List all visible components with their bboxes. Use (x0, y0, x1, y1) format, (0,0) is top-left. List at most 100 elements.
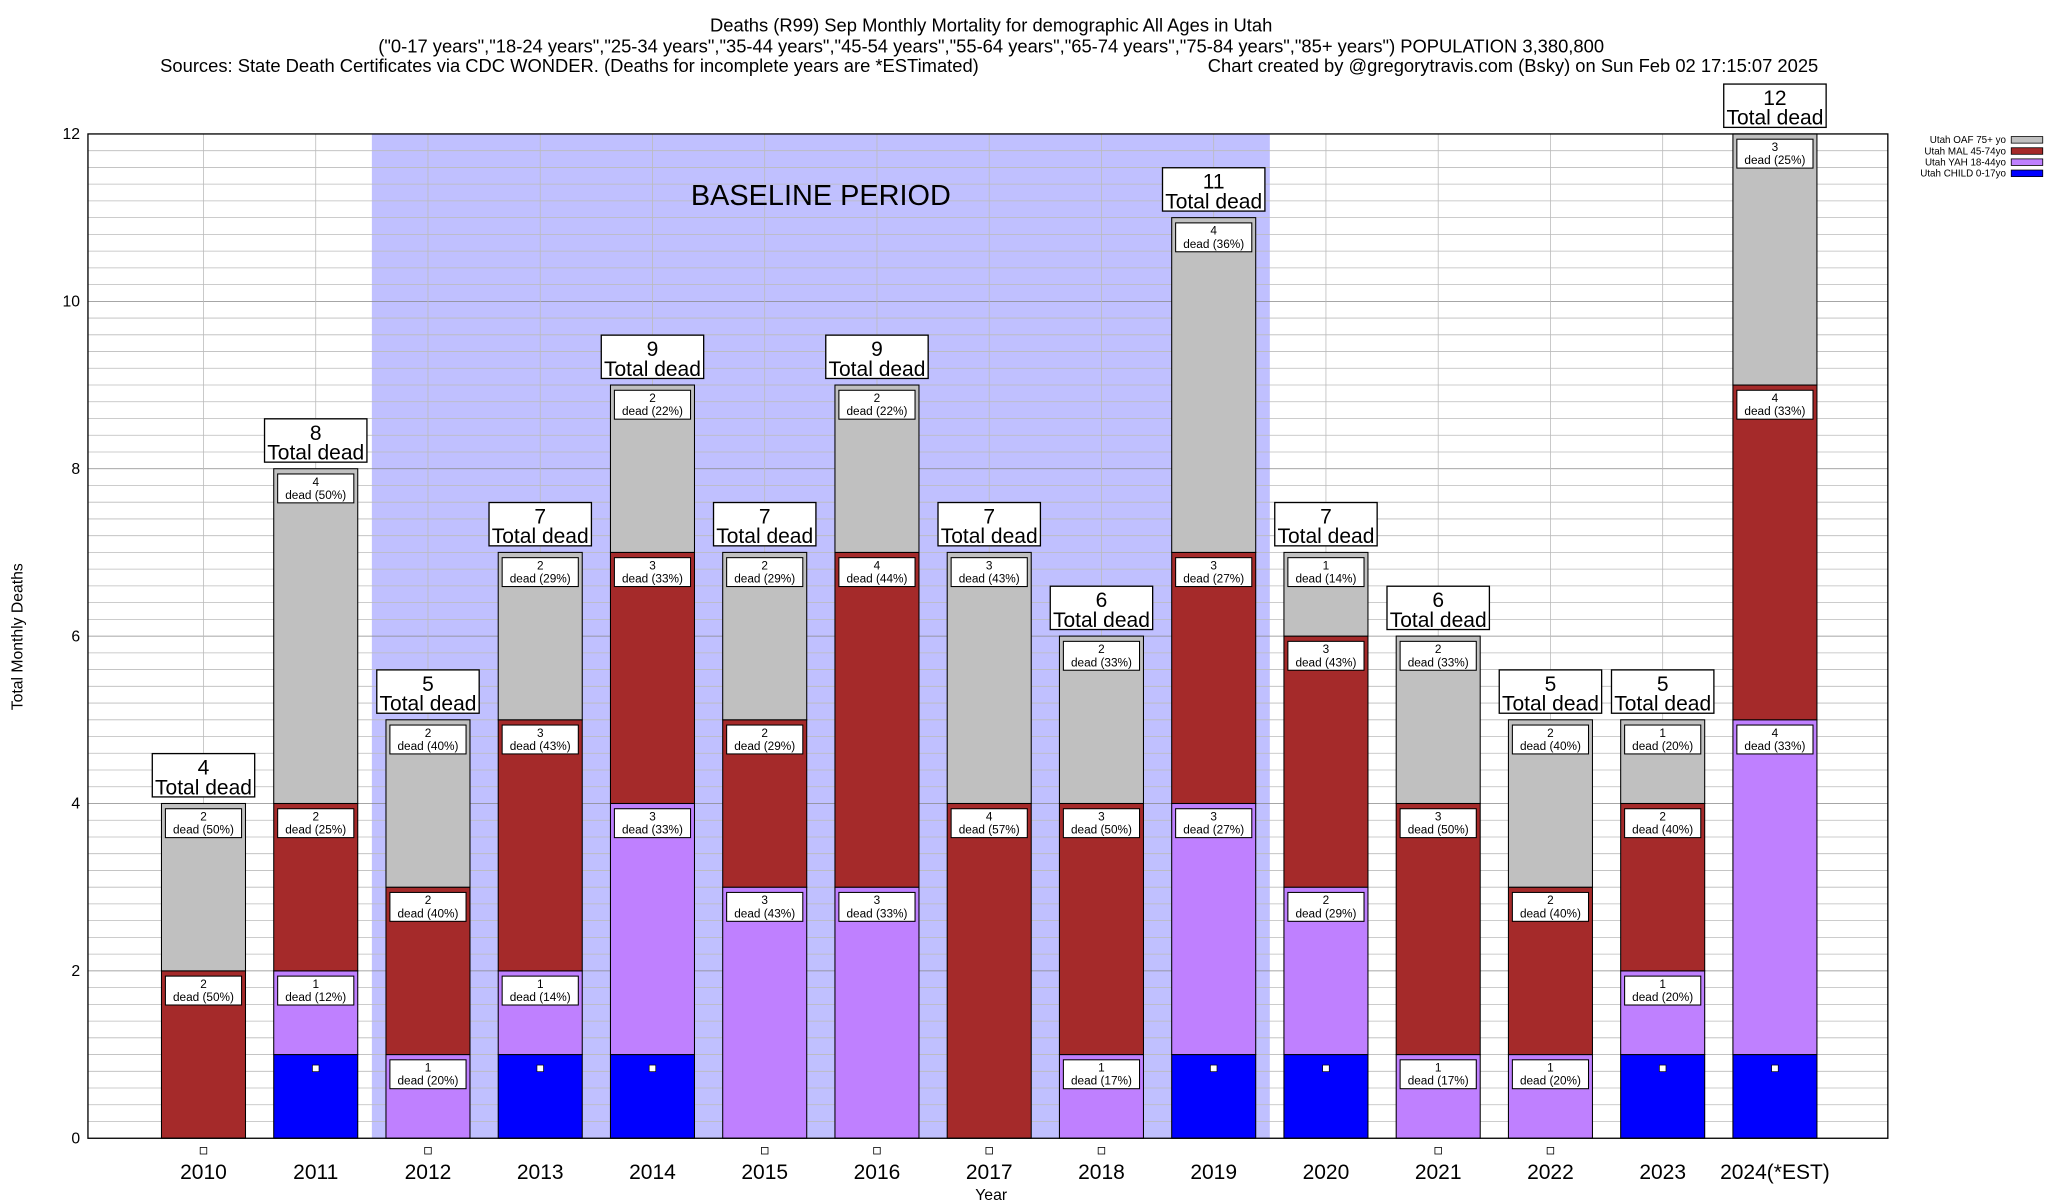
bar-segment (946, 551, 1032, 805)
total-label-box (1498, 669, 1603, 714)
segment-count: 1 (1323, 558, 1330, 572)
total-label: Total dead (492, 525, 589, 548)
segment-label-box (613, 389, 692, 420)
segment-count: 3 (1323, 642, 1330, 656)
segment-label-box (1624, 808, 1702, 839)
segment-label-box (613, 557, 692, 588)
total-label: Total dead (380, 693, 477, 716)
segment-label-box (1062, 640, 1141, 671)
y-tick-label: 8 (71, 461, 80, 478)
bar-segment (1732, 719, 1818, 1056)
segment-pct: dead (33%) (622, 823, 683, 837)
total-label-box (376, 669, 480, 714)
zero-marker (985, 1147, 993, 1155)
y-tick-label: 4 (71, 796, 80, 813)
bar-segment (1732, 133, 1818, 386)
bar-segment (834, 886, 920, 1139)
total-count: 8 (310, 422, 322, 445)
zero-marker (199, 1147, 208, 1155)
x-axis-label: Year (975, 1187, 1007, 1200)
segment-pct: dead (17%) (1071, 1074, 1132, 1088)
segment-pct: dead (29%) (1295, 906, 1356, 920)
x-tick-label: 2017 (966, 1161, 1013, 1184)
segment-pct: dead (40%) (1520, 906, 1581, 920)
total-label-box (1610, 669, 1715, 714)
segment-pct: dead (43%) (734, 906, 795, 920)
segment-count: 3 (986, 558, 993, 572)
legend-label: Utah YAH 18-44yo (1925, 157, 2007, 168)
bar-segment (1283, 635, 1369, 888)
total-count: 5 (422, 673, 434, 696)
bar-segment (609, 802, 696, 1056)
segment-count: 2 (1659, 810, 1666, 824)
x-tick-label: 2019 (1190, 1161, 1237, 1184)
total-label: Total dead (1277, 525, 1374, 548)
x-tick-label: 2014 (629, 1161, 676, 1184)
segment-pct: dead (29%) (734, 739, 795, 753)
x-tick-label: 2015 (741, 1161, 788, 1184)
segment-label-box (1175, 808, 1253, 839)
segment-pct: dead (33%) (1744, 739, 1805, 753)
segment-count: 2 (312, 810, 319, 824)
segment-label-box (950, 557, 1028, 588)
total-count: 9 (871, 338, 883, 361)
segment-label-box (950, 808, 1028, 839)
legend-swatch (2010, 169, 2044, 178)
chart-credit: Chart created by @gregorytravis.com (Bsk… (1208, 55, 1819, 76)
segment-label-box (501, 724, 579, 755)
segment-label-box (389, 1059, 467, 1090)
child-marker (1659, 1064, 1667, 1072)
bar-segment (1058, 802, 1144, 1056)
total-label-box (825, 334, 929, 380)
total-label: Total dead (1502, 693, 1599, 716)
segment-count: 3 (1210, 810, 1217, 824)
segment-label-box (1624, 975, 1702, 1006)
segment-pct: dead (12%) (285, 990, 346, 1004)
segment-count: 1 (1659, 977, 1666, 991)
segment-label-box (1736, 138, 1814, 169)
total-label-box (1386, 585, 1491, 631)
bar-segment (1171, 802, 1257, 1056)
segment-pct: dead (20%) (397, 1074, 458, 1088)
total-label-box (488, 501, 593, 547)
segment-pct: dead (33%) (1071, 655, 1132, 669)
segment-label-box (277, 975, 355, 1006)
segment-count: 3 (649, 558, 656, 572)
segment-label-box (838, 557, 916, 588)
segment-count: 3 (649, 810, 656, 824)
segment-label-box (389, 891, 467, 922)
segment-count: 3 (537, 726, 544, 740)
segment-count: 3 (761, 893, 768, 907)
segment-count: 2 (1098, 642, 1105, 656)
segment-count: 2 (1323, 893, 1330, 907)
segment-pct: dead (43%) (959, 572, 1020, 586)
segment-count: 4 (986, 810, 993, 824)
segment-pct: dead (14%) (1295, 572, 1356, 586)
segment-label-box (1175, 557, 1253, 588)
bar-segment (722, 886, 808, 1139)
segment-count: 2 (537, 558, 544, 572)
total-count: 4 (198, 757, 210, 780)
total-label: Total dead (941, 525, 1038, 548)
total-label-box (937, 501, 1042, 547)
segment-pct: dead (43%) (1295, 655, 1356, 669)
segment-pct: dead (33%) (622, 572, 683, 586)
segment-count: 1 (537, 977, 544, 991)
bar-segment (1171, 551, 1257, 805)
x-tick-label: 2021 (1415, 1161, 1462, 1184)
x-tick-label: 2024(*EST) (1720, 1161, 1830, 1184)
x-tick-label: 2012 (405, 1161, 452, 1184)
total-label: Total dead (155, 776, 252, 799)
segment-label-box (1399, 808, 1477, 839)
segment-label-box (726, 724, 804, 755)
zero-marker (1097, 1147, 1106, 1155)
total-count: 6 (1432, 589, 1444, 612)
total-label-box (600, 334, 705, 380)
y-tick-label: 10 (63, 294, 81, 311)
total-label: Total dead (267, 442, 364, 465)
segment-pct: dead (40%) (397, 906, 458, 920)
bar-segment (1732, 384, 1818, 721)
segment-count: 2 (425, 726, 432, 740)
segment-pct: dead (22%) (846, 404, 907, 418)
